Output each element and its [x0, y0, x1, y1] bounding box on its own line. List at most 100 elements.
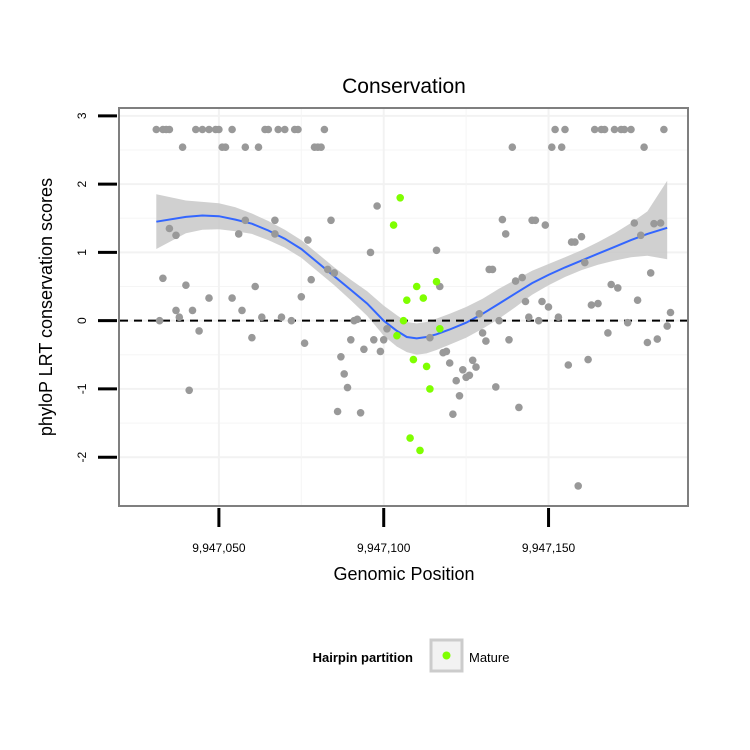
other-point [653, 335, 662, 343]
other-point [195, 327, 203, 335]
mature-point [393, 331, 401, 340]
other-point [172, 306, 180, 315]
other-point [498, 215, 507, 224]
other-point [501, 230, 510, 238]
other-point [373, 202, 381, 210]
other-point [281, 125, 289, 134]
other-point [584, 355, 592, 364]
other-point [663, 322, 671, 330]
other-point [343, 383, 352, 392]
legend-label: Mature [469, 650, 509, 665]
y-tick-label: 0 [75, 317, 89, 324]
other-point [666, 308, 675, 317]
other-point [587, 301, 596, 309]
other-point [234, 230, 243, 238]
x-tick-label: 9,947,050 [192, 541, 246, 555]
other-point [248, 333, 256, 342]
other-point [561, 125, 569, 134]
other-point [468, 356, 477, 365]
other-point [660, 125, 668, 134]
other-point [376, 347, 385, 356]
other-point [215, 125, 223, 134]
other-point [383, 325, 391, 333]
other-point [287, 316, 296, 325]
other-point [614, 284, 622, 292]
other-point [241, 216, 250, 225]
chart-title: Conservation [342, 75, 466, 98]
other-point [152, 125, 161, 134]
other-point [508, 143, 517, 151]
other-point [379, 336, 388, 344]
other-point [356, 409, 365, 417]
other-point [320, 125, 329, 134]
other-point [274, 125, 283, 134]
other-point [445, 359, 454, 367]
x-tick-label: 9,947,150 [522, 541, 576, 555]
other-point [515, 403, 523, 412]
other-point [307, 275, 316, 284]
other-point [175, 313, 184, 322]
other-point [172, 231, 180, 240]
other-point [505, 336, 513, 344]
mature-point [419, 294, 428, 302]
other-point [574, 482, 582, 490]
other-point [551, 125, 559, 134]
other-point [590, 125, 599, 134]
other-point [254, 143, 263, 151]
other-point [495, 316, 503, 325]
other-point [525, 313, 533, 322]
y-axis: -2 -1 0 1 2 3 [75, 112, 117, 463]
other-point [251, 282, 259, 291]
other-point [465, 371, 474, 380]
other-point [426, 333, 434, 342]
other-point [353, 315, 362, 324]
other-point [554, 313, 563, 322]
other-point [521, 297, 530, 306]
other-point [640, 143, 648, 151]
other-point [333, 407, 342, 416]
other-point [192, 125, 200, 134]
other-point [300, 339, 309, 348]
other-point [650, 219, 658, 228]
other-point [620, 125, 629, 134]
mature-point [436, 325, 444, 333]
other-point [518, 273, 526, 282]
legend-key [429, 638, 464, 673]
other-point [488, 265, 497, 274]
other-point [347, 336, 355, 344]
mature-point [399, 316, 408, 325]
other-point [188, 306, 197, 315]
other-point [271, 216, 279, 225]
other-point [317, 143, 325, 151]
mature-point [389, 221, 398, 229]
other-point [557, 143, 566, 151]
smooth-line-layer [156, 214, 668, 340]
mature-point [396, 194, 405, 202]
mature-point [412, 282, 421, 291]
other-point [297, 293, 306, 301]
other-point [323, 265, 332, 274]
x-tick-label: 9,947,100 [357, 541, 411, 555]
other-point [534, 316, 543, 325]
other-point [442, 347, 451, 356]
other-point [600, 125, 609, 134]
other-point [459, 366, 467, 374]
other-point [548, 143, 556, 151]
mature-point [403, 296, 411, 305]
other-point [165, 224, 174, 233]
other-point [627, 125, 635, 134]
other-point [511, 277, 520, 285]
other-point [531, 216, 540, 225]
other-point [564, 361, 573, 369]
plot-panel [118, 107, 689, 507]
other-point [238, 306, 246, 315]
mature-point [432, 277, 441, 286]
other-point [432, 246, 441, 255]
other-point [544, 303, 553, 311]
y-tick-label: -1 [75, 383, 89, 394]
other-point [258, 313, 266, 322]
other-point [205, 125, 213, 134]
other-point [277, 313, 286, 322]
mature-point [409, 355, 418, 364]
other-point [304, 236, 312, 244]
